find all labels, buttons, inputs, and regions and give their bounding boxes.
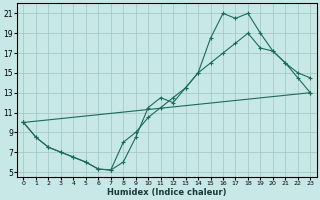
X-axis label: Humidex (Indice chaleur): Humidex (Indice chaleur) [107,188,227,197]
